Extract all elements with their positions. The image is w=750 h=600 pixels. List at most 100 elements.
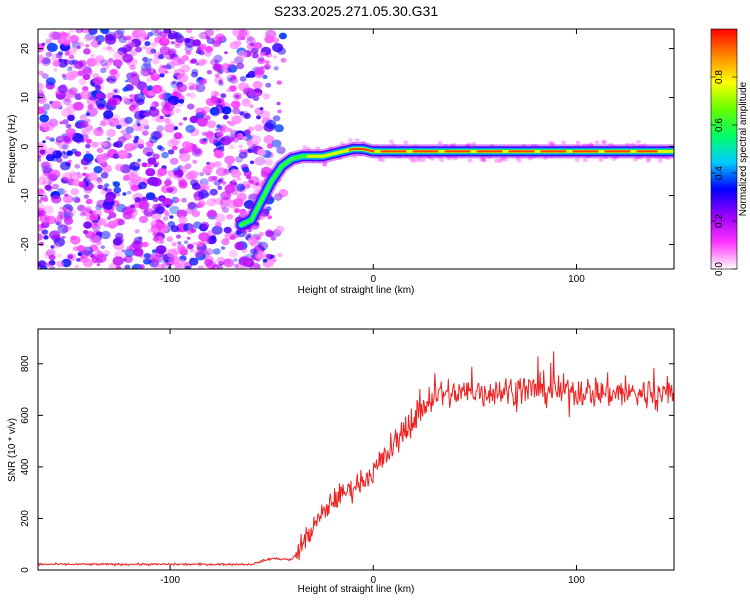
- noise-speckle: [45, 38, 52, 45]
- noise-speckle: [41, 58, 51, 67]
- noise-speckle: [204, 46, 214, 53]
- noise-speckle: [129, 98, 134, 102]
- noise-speckle: [166, 236, 174, 242]
- noise-speckle: [113, 30, 124, 39]
- noise-speckle: [112, 142, 119, 148]
- noise-speckle: [178, 98, 185, 104]
- noise-speckle: [106, 45, 112, 51]
- noise-speckle: [113, 186, 122, 194]
- noise-speckle: [167, 138, 178, 148]
- noise-speckle: [97, 184, 103, 190]
- noise-speckle: [212, 248, 221, 255]
- noise-speckle: [147, 157, 157, 165]
- ridge-halo-speckle: [601, 139, 607, 144]
- noise-speckle: [169, 157, 179, 165]
- noise-speckle: [171, 81, 176, 85]
- noise-speckle: [61, 144, 68, 150]
- noise-speckle: [161, 263, 168, 269]
- noise-speckle: [221, 126, 230, 133]
- noise-speckle: [82, 258, 94, 268]
- noise-speckle: [223, 226, 232, 234]
- noise-speckle: [141, 241, 149, 248]
- noise-speckle: [248, 90, 257, 99]
- noise-speckle: [53, 237, 65, 247]
- noise-speckle: [228, 121, 236, 127]
- noise-speckle: [262, 93, 271, 100]
- noise-speckle: [101, 119, 109, 126]
- noise-speckle: [130, 204, 136, 209]
- noise-speckle: [206, 37, 215, 45]
- noise-speckle: [216, 131, 224, 138]
- noise-speckle: [236, 176, 241, 181]
- noise-speckle: [171, 242, 177, 247]
- noise-speckle: [49, 137, 55, 142]
- noise-speckle: [272, 43, 284, 53]
- noise-speckle: [276, 101, 281, 106]
- ridge-core: [348, 148, 658, 153]
- noise-speckle: [181, 55, 189, 62]
- noise-speckle: [112, 181, 117, 185]
- noise-speckle: [147, 58, 153, 62]
- noise-speckle: [152, 210, 158, 214]
- noise-speckle: [230, 60, 235, 65]
- x-tick-label: 0: [370, 274, 376, 285]
- noise-speckle: [222, 114, 229, 120]
- x-tick-label: 100: [568, 274, 585, 285]
- noise-speckle: [51, 31, 62, 40]
- noise-speckle: [204, 248, 214, 256]
- noise-speckle: [82, 129, 90, 136]
- noise-speckle: [137, 143, 144, 149]
- noise-speckle: [204, 258, 213, 267]
- snr-frame: [37, 328, 675, 571]
- noise-speckle: [63, 190, 67, 193]
- noise-speckle: [150, 48, 157, 54]
- ridge-halo-speckle: [302, 145, 308, 150]
- noise-speckle: [91, 57, 103, 67]
- noise-speckle: [122, 211, 133, 220]
- noise-speckle: [43, 235, 49, 240]
- noise-speckle: [155, 245, 167, 255]
- noise-speckle: [70, 188, 80, 196]
- noise-speckle: [133, 139, 139, 144]
- noise-speckle: [124, 79, 129, 83]
- noise-speckle: [123, 255, 133, 263]
- noise-speckle: [94, 55, 105, 64]
- noise-speckle: [217, 185, 223, 190]
- noise-speckle: [74, 164, 81, 169]
- noise-speckle: [134, 161, 142, 167]
- noise-speckle: [79, 211, 86, 217]
- noise-speckle: [100, 190, 107, 195]
- noise-speckle: [233, 208, 240, 214]
- noise-speckle: [116, 100, 121, 104]
- noise-speckle: [56, 157, 63, 163]
- noise-speckle: [195, 251, 206, 261]
- noise-speckle: [151, 84, 163, 94]
- spectrogram-x-axis-label: Height of straight line (km): [298, 285, 415, 296]
- noise-speckle: [50, 169, 61, 179]
- noise-speckle: [264, 35, 275, 44]
- noise-speckle: [122, 53, 134, 63]
- noise-speckle: [77, 251, 84, 257]
- noise-speckle: [60, 176, 69, 184]
- noise-speckle: [171, 56, 183, 66]
- ridge-halo-speckle: [479, 157, 485, 162]
- noise-speckle: [120, 129, 126, 134]
- noise-speckle: [252, 250, 259, 256]
- noise-speckle: [116, 124, 122, 130]
- noise-speckle: [214, 73, 220, 78]
- noise-speckle: [173, 68, 185, 78]
- ridge-halo-speckle: [467, 158, 473, 163]
- noise-speckle: [117, 136, 126, 144]
- noise-speckle: [250, 241, 257, 247]
- noise-speckle: [150, 102, 155, 107]
- noise-speckle: [238, 144, 244, 149]
- noise-speckle: [85, 112, 91, 117]
- noise-speckle: [42, 181, 47, 185]
- y-tick-label: 600: [20, 407, 31, 424]
- snr-x-axis-label: Height of straight line (km): [298, 584, 415, 595]
- ridge-halo-speckle: [582, 158, 588, 163]
- noise-speckle: [169, 205, 180, 215]
- noise-speckle: [152, 263, 164, 269]
- noise-speckle: [46, 42, 58, 53]
- noise-speckle: [41, 42, 46, 46]
